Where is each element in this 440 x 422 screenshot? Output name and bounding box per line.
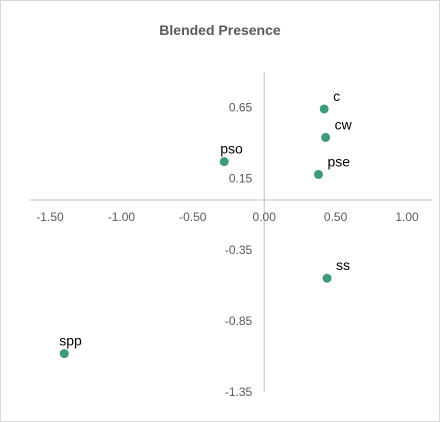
x-tick-label: -0.50 [179, 210, 207, 224]
data-label-pse: pse [327, 153, 350, 169]
x-tick-label: 0.00 [253, 210, 277, 224]
data-point-c [319, 104, 329, 114]
x-tick-label: -1.00 [108, 210, 136, 224]
data-point-cw [321, 132, 331, 142]
data-label-ss: ss [336, 257, 350, 273]
y-tick-label: -0.85 [225, 314, 253, 328]
axes [30, 72, 432, 392]
x-tick-label: 0.50 [324, 210, 348, 224]
y-tick-label: 0.65 [229, 101, 253, 115]
data-points: c cw pso pse ss spp [59, 88, 353, 359]
x-tick-label: 1.00 [395, 210, 419, 224]
y-tick-label: -0.35 [225, 243, 253, 257]
x-tick-label: -1.50 [36, 210, 64, 224]
data-label-c: c [333, 88, 340, 104]
chart-title: Blended Presence [159, 22, 281, 38]
tick-labels: -1.50 -1.00 -0.50 0.00 0.50 1.00 0.65 0.15 -0.35… [36, 101, 419, 399]
data-point-pse [313, 169, 323, 179]
data-point-ss [322, 273, 332, 283]
data-point-pso [219, 157, 229, 167]
y-tick-label: 0.15 [229, 172, 253, 186]
y-tick-label: -1.35 [225, 385, 253, 399]
data-label-spp: spp [59, 333, 82, 349]
data-point-spp [59, 349, 69, 359]
data-label-pso: pso [220, 141, 243, 157]
data-label-cw: cw [335, 116, 353, 132]
